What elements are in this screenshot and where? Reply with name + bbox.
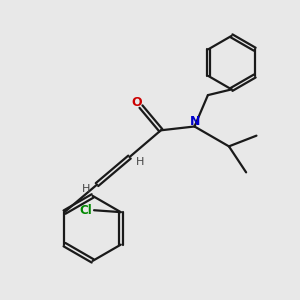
Text: H: H (82, 184, 91, 194)
Text: Cl: Cl (79, 204, 92, 217)
Text: H: H (136, 157, 144, 167)
Text: O: O (131, 95, 142, 109)
Text: N: N (190, 115, 200, 128)
